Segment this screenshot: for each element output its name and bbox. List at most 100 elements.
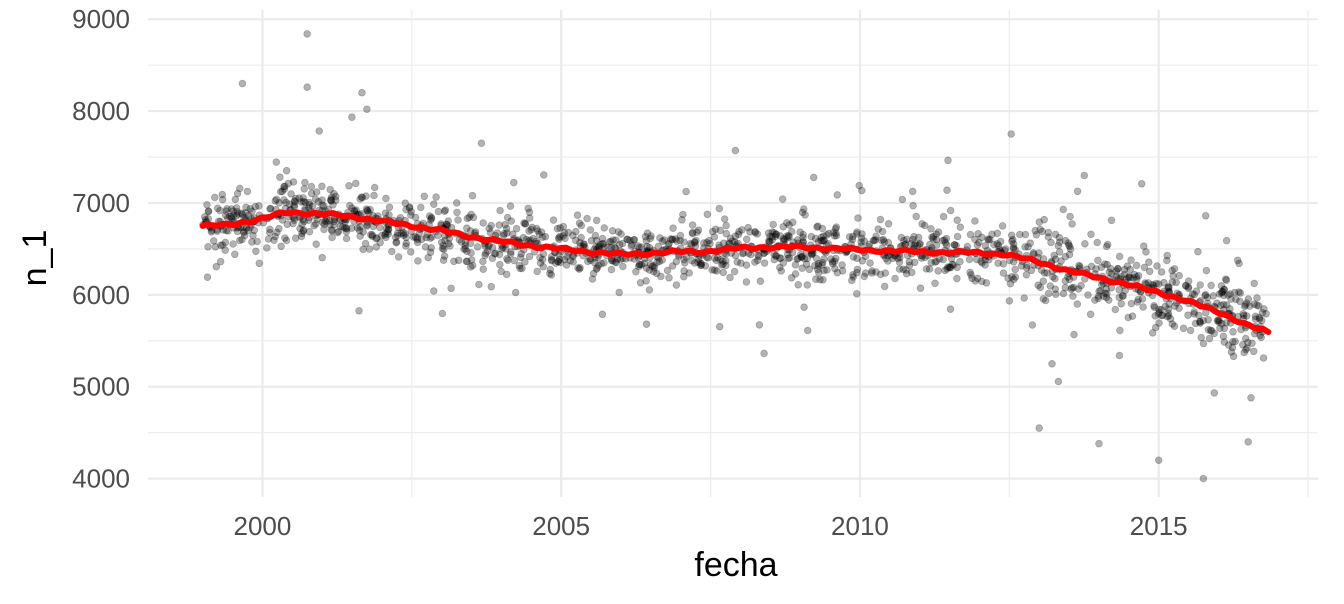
data-point <box>496 206 504 215</box>
data-point <box>327 197 335 205</box>
data-point <box>1170 322 1179 331</box>
data-point <box>394 253 403 261</box>
data-point <box>642 237 651 245</box>
data-point <box>1038 227 1047 236</box>
data-point <box>362 205 371 213</box>
data-point <box>1222 276 1231 285</box>
data-point <box>583 214 591 223</box>
data-point <box>699 239 708 247</box>
data-point <box>1262 309 1270 318</box>
data-point <box>1182 282 1190 290</box>
data-point <box>1061 252 1070 261</box>
data-point <box>880 282 889 291</box>
data-point <box>539 262 547 271</box>
data-point-outlier <box>303 83 311 91</box>
data-point <box>402 242 410 250</box>
data-point <box>366 230 375 239</box>
data-point <box>592 236 601 245</box>
data-point <box>1172 278 1180 287</box>
data-point <box>1105 296 1113 304</box>
data-point-outlier <box>303 30 311 38</box>
data-point <box>1115 293 1123 302</box>
data-point <box>819 232 828 241</box>
data-point <box>1092 265 1100 273</box>
data-point <box>1224 291 1232 299</box>
data-point <box>715 322 724 331</box>
data-point <box>495 221 504 229</box>
data-point <box>1255 313 1264 322</box>
data-point <box>634 242 642 250</box>
data-point <box>680 267 688 275</box>
data-point <box>432 193 440 201</box>
data-point <box>327 193 336 201</box>
data-point <box>611 258 619 266</box>
data-point <box>1011 273 1020 281</box>
data-point <box>866 259 874 267</box>
data-point <box>221 211 230 220</box>
data-point <box>402 239 411 248</box>
data-point <box>713 267 721 275</box>
data-point <box>941 239 950 247</box>
data-point <box>421 243 430 251</box>
data-point <box>1241 301 1250 309</box>
data-point <box>1215 316 1223 325</box>
data-point <box>1061 283 1070 292</box>
data-point <box>1220 285 1228 294</box>
data-point <box>227 212 236 221</box>
data-point <box>1244 338 1252 347</box>
data-point <box>807 250 816 259</box>
data-point <box>1101 289 1110 298</box>
data-point <box>1213 316 1222 325</box>
data-point <box>777 254 785 263</box>
data-point <box>857 234 866 243</box>
data-point <box>229 207 238 215</box>
data-point <box>420 192 429 201</box>
data-point <box>1239 309 1247 318</box>
data-point <box>594 261 603 270</box>
data-point <box>1006 279 1015 288</box>
data-point <box>586 226 595 234</box>
data-point <box>563 252 571 261</box>
data-point <box>1046 282 1055 290</box>
data-point <box>1257 333 1265 342</box>
data-point <box>608 227 617 235</box>
data-point <box>981 261 989 269</box>
data-point <box>318 253 327 262</box>
data-point <box>1087 230 1095 239</box>
data-point <box>645 266 654 274</box>
data-point <box>711 225 720 234</box>
data-point <box>858 256 867 265</box>
data-point <box>1163 312 1172 321</box>
data-point <box>855 181 863 190</box>
data-point <box>1217 289 1226 297</box>
data-point <box>1192 287 1201 295</box>
data-point-outlier <box>1035 424 1044 432</box>
data-point <box>853 228 861 236</box>
data-point <box>605 238 614 246</box>
data-point <box>897 233 906 242</box>
data-point <box>495 260 504 269</box>
data-point <box>828 257 837 266</box>
data-point <box>301 178 309 187</box>
data-point <box>939 212 948 221</box>
data-point <box>368 232 377 241</box>
data-point <box>787 273 796 282</box>
data-point <box>305 227 314 236</box>
data-point <box>392 238 401 246</box>
data-point <box>1184 283 1193 291</box>
data-point <box>652 269 661 278</box>
data-point <box>447 284 455 293</box>
data-point <box>1106 264 1115 273</box>
data-point <box>768 228 777 236</box>
data-point <box>615 240 624 249</box>
data-point-outlier <box>358 88 366 97</box>
data-point <box>895 265 904 273</box>
data-point <box>972 255 981 264</box>
data-point <box>1190 290 1199 299</box>
data-point <box>899 265 907 274</box>
data-point <box>831 264 839 273</box>
data-point <box>280 185 289 193</box>
data-point <box>507 248 515 256</box>
data-point <box>922 265 931 273</box>
data-point <box>273 228 281 237</box>
